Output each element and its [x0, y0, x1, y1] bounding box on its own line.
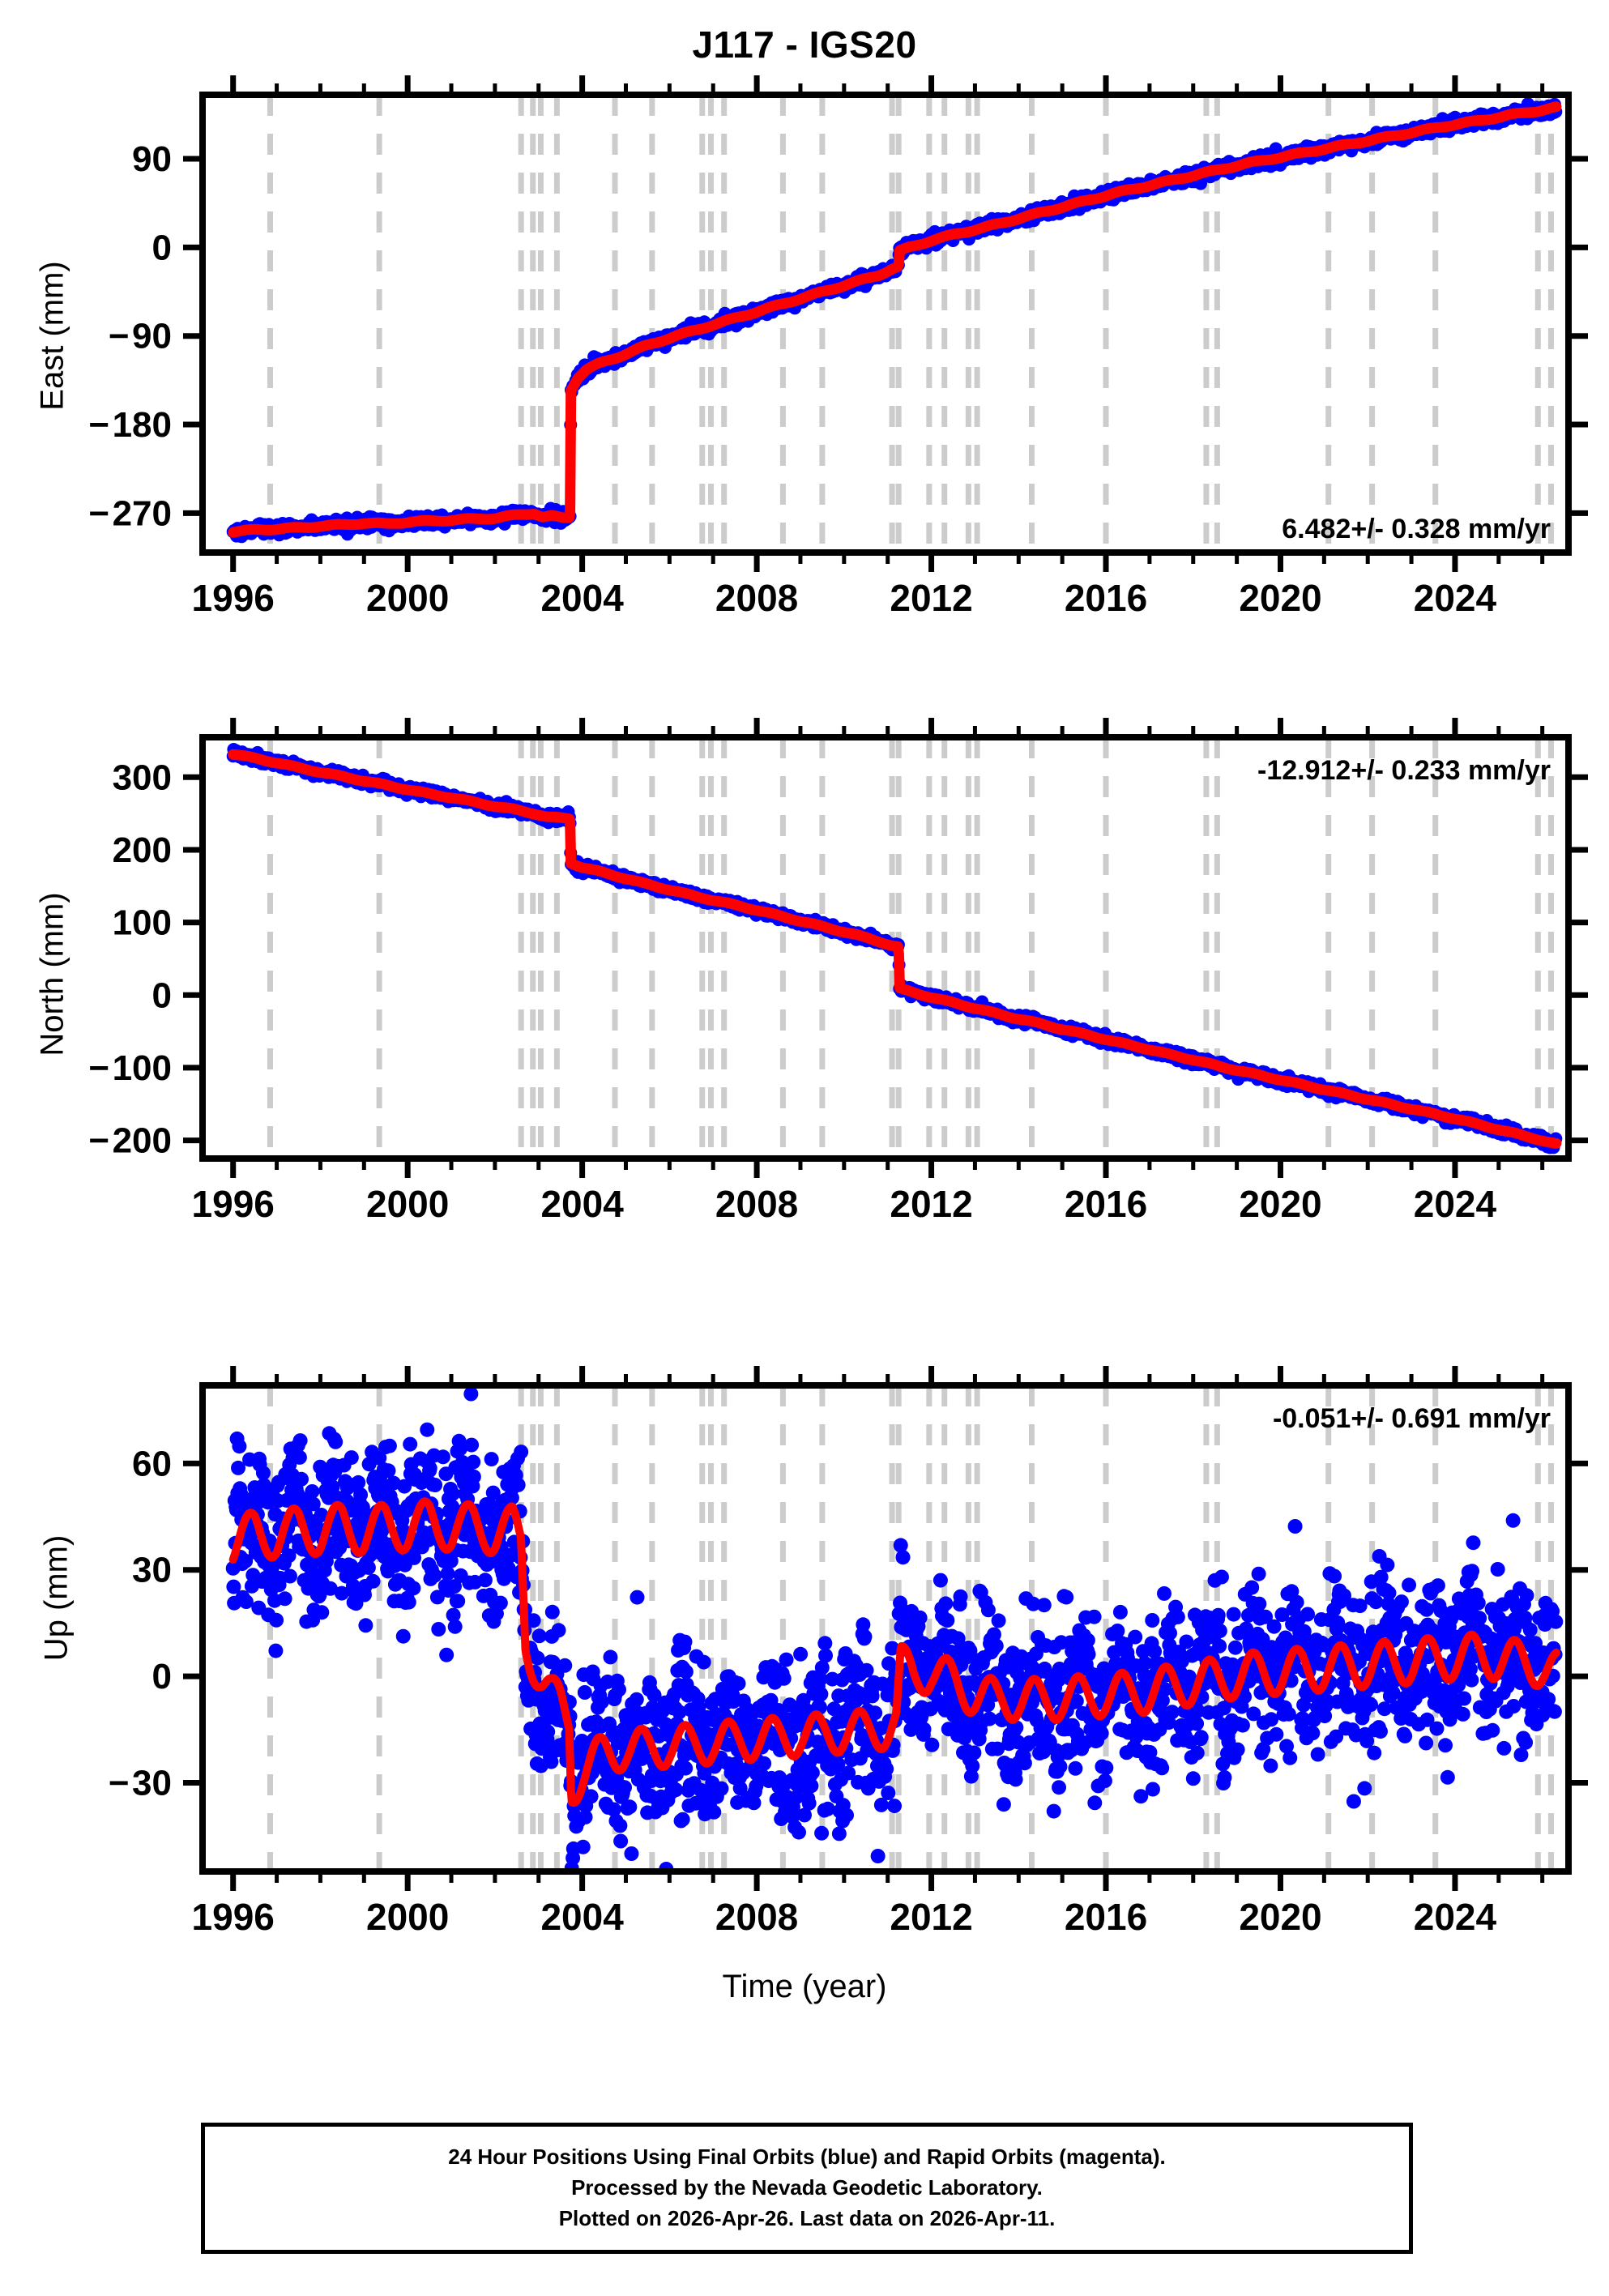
svg-text:− 200: − 200	[88, 1121, 172, 1161]
svg-text:2020: 2020	[1239, 1183, 1321, 1225]
svg-text:0: 0	[152, 1657, 172, 1696]
svg-text:2024: 2024	[1414, 1896, 1497, 1938]
axis-ticks	[183, 75, 1588, 572]
svg-text:2024: 2024	[1414, 1183, 1497, 1225]
north-chart: 300 200 100 0 − 100 − 200 1996 2000 2004 2008 2012…	[88, 718, 1588, 1225]
svg-text:2012: 2012	[890, 1183, 972, 1225]
east-xtick-labels: 1996 2000 2004 2008 2012 2016 2020 2024	[192, 577, 1497, 619]
footer-line-1: 24 Hour Positions Using Final Orbits (bl…	[448, 2144, 1166, 2170]
model-fit-line	[228, 749, 1562, 1149]
axis-ticks	[183, 718, 1588, 1178]
up-xtick-labels: 1996 2000 2004 2008 2012 2016 2020 2024	[192, 1896, 1497, 1938]
up-rate-annotation: -0.051+/- 0.691 mm/yr	[1273, 1403, 1551, 1434]
svg-text:2024: 2024	[1414, 577, 1497, 619]
east-rate-annotation: 6.482+/- 0.328 mm/yr	[1282, 514, 1551, 544]
data-points	[225, 1386, 1564, 1871]
plot-frame	[199, 734, 1572, 1162]
svg-text:− 270: − 270	[88, 493, 172, 533]
north-ytick-labels: 300 200 100 0 − 100 − 200	[88, 758, 172, 1160]
svg-text:60: 60	[132, 1444, 172, 1483]
svg-text:2000: 2000	[366, 1896, 449, 1938]
svg-text:0: 0	[152, 975, 172, 1015]
svg-text:30: 30	[132, 1551, 172, 1590]
east-chart: 90 0 − 90 − 180 − 270 1996 2000 2004 2008 2012 201…	[88, 75, 1588, 619]
svg-text:2020: 2020	[1239, 1896, 1321, 1938]
svg-text:300: 300	[113, 758, 172, 797]
x-axis-label: Time (year)	[722, 1969, 887, 2004]
svg-text:− 180: − 180	[88, 405, 172, 445]
svg-text:2016: 2016	[1065, 577, 1147, 619]
footer-box: 24 Hour Positions Using Final Orbits (bl…	[201, 2123, 1413, 2254]
svg-text:2008: 2008	[715, 1896, 798, 1938]
north-rate-annotation: -12.912+/- 0.233 mm/yr	[1257, 755, 1551, 786]
svg-text:2000: 2000	[366, 577, 449, 619]
svg-text:100: 100	[113, 903, 172, 943]
svg-text:2008: 2008	[715, 1183, 798, 1225]
svg-text:0: 0	[152, 228, 172, 267]
svg-text:2020: 2020	[1239, 577, 1321, 619]
svg-text:1996: 1996	[192, 577, 275, 619]
north-xtick-labels: 1996 2000 2004 2008 2012 2016 2020 2024	[192, 1183, 1497, 1225]
up-chart: 60 30 0 − 30 1996 2000 2004 2008 2012 2016 2020 202…	[109, 1366, 1588, 1938]
svg-text:− 30: − 30	[109, 1764, 172, 1803]
footer-line-2: Processed by the Nevada Geodetic Laborat…	[571, 2175, 1043, 2200]
svg-text:2004: 2004	[540, 1896, 624, 1938]
data-points	[226, 97, 1563, 544]
svg-text:90: 90	[132, 139, 172, 179]
svg-text:2016: 2016	[1065, 1896, 1147, 1938]
model-fit-line	[228, 1497, 1560, 1807]
svg-text:2000: 2000	[366, 1183, 449, 1225]
plot-frame	[199, 1382, 1572, 1875]
svg-text:2004: 2004	[540, 577, 624, 619]
svg-text:2008: 2008	[715, 577, 798, 619]
footer-line-3: Plotted on 2026-Apr-26. Last data on 202…	[558, 2205, 1056, 2230]
svg-text:− 90: − 90	[109, 317, 172, 356]
east-ytick-labels: 90 0 − 90 − 180 − 270	[88, 139, 172, 533]
svg-text:2012: 2012	[890, 1896, 972, 1938]
offset-epoch-lines	[267, 737, 1554, 1159]
up-ytick-labels: 60 30 0 − 30	[109, 1444, 172, 1803]
model-fit-line	[228, 101, 1562, 538]
axis-ticks	[183, 1366, 1588, 1891]
svg-text:− 100: − 100	[88, 1048, 172, 1088]
offset-epoch-lines	[267, 95, 1554, 553]
svg-text:2004: 2004	[540, 1183, 624, 1225]
svg-text:2012: 2012	[890, 577, 972, 619]
page-title: J117 - IGS20	[692, 23, 917, 66]
svg-text:1996: 1996	[192, 1183, 275, 1225]
svg-text:2016: 2016	[1065, 1183, 1147, 1225]
plot-frame	[199, 92, 1572, 556]
svg-text:1996: 1996	[192, 1896, 275, 1938]
svg-text:200: 200	[113, 830, 172, 870]
